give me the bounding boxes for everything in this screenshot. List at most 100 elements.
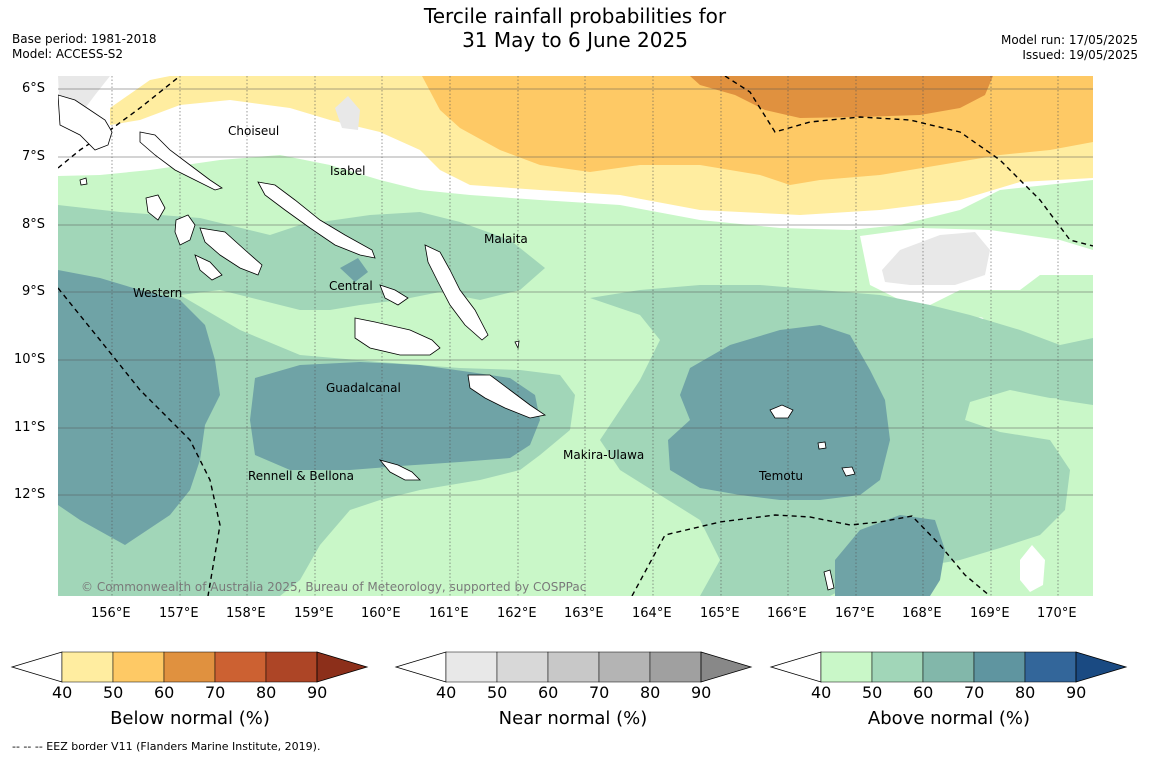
colorbar-extend-high [316, 651, 369, 683]
lon-label-167e: 167°E [835, 606, 875, 621]
label-central: Central [329, 279, 373, 293]
label-temotu: Temotu [758, 469, 803, 483]
colorbar-label-below-normal: Below normal (%) [110, 708, 270, 729]
colorbar-tick-label: 50 [862, 683, 883, 702]
colorbar-tick-label: 70 [964, 683, 985, 702]
colorbar-tick-label: 40 [52, 683, 73, 702]
colorbar-extend-low [10, 651, 63, 683]
lat-label-7s: 7°S [22, 149, 46, 164]
colorbar-tick-label: 80 [1015, 683, 1036, 702]
small-island-5 [514, 340, 520, 350]
colorbar-tick-label: 90 [691, 683, 712, 702]
colorbar-tick-label: 60 [913, 683, 934, 702]
near-normal-patch-2 [882, 232, 990, 285]
colorbars [10, 651, 1128, 683]
eez-footnote: -- -- -- EEZ border V11 (Flanders Marine… [12, 740, 321, 753]
lon-label-157e: 157°E [159, 606, 199, 621]
lat-label-6s: 6°S [22, 81, 46, 96]
choiseul-island [139, 131, 223, 191]
label-rennell-bellona: Rennell & Bellona [248, 469, 354, 483]
label-guadalcanal: Guadalcanal [326, 381, 401, 395]
colorbar-segment [445, 651, 498, 683]
lon-label-166e: 166°E [767, 606, 807, 621]
lon-label-160e: 160°E [361, 606, 401, 621]
colorbar-tick-label: 80 [256, 683, 277, 702]
colorbar-tick-label: 90 [1066, 683, 1087, 702]
lon-label-170e: 170°E [1037, 606, 1077, 621]
near-normal-patch-1 [335, 96, 360, 130]
santa-cruz-island [769, 404, 794, 419]
lat-label-11s: 11°S [14, 420, 46, 435]
lat-label-12s: 12°S [14, 487, 46, 502]
lat-label-10s: 10°S [14, 352, 46, 367]
lon-label-163e: 163°E [564, 606, 604, 621]
colorbar-segment [598, 651, 651, 683]
small-island-1 [817, 441, 827, 450]
colorbar-label-above-normal: Above normal (%) [867, 708, 1031, 729]
colorbar-tick-label: 60 [154, 683, 175, 702]
colorbar-near-normal [394, 651, 753, 683]
colorbar-label-near-normal: Near normal (%) [498, 708, 648, 729]
colorbar-above-normal [769, 651, 1128, 683]
lon-label-164e: 164°E [632, 606, 672, 621]
nggela-islands [379, 284, 409, 306]
colorbar-tick-label: 60 [538, 683, 559, 702]
colorbar-segment [973, 651, 1026, 683]
colorbar-segment [820, 651, 873, 683]
above-normal-40-50-patch [320, 186, 372, 202]
new-georgia-group [199, 227, 263, 276]
colorbar-extend-low [769, 651, 822, 683]
lon-label-162e: 162°E [497, 606, 537, 621]
label-makira-ulawa: Makira-Ulawa [563, 448, 644, 462]
lon-label-168e: 168°E [902, 606, 942, 621]
model-name: Model: ACCESS-S2 [12, 47, 124, 61]
map-title-line2: 31 May to 6 June 2025 [462, 28, 688, 52]
island-coastlines [58, 94, 856, 591]
below-normal-60-70-region [690, 76, 993, 118]
model-run-date: Model run: 17/05/2025 [1000, 33, 1138, 47]
above-normal-60-70-region-se [835, 515, 945, 596]
colorbar-extend-high [1075, 651, 1128, 683]
label-isabel: Isabel [330, 164, 365, 178]
colorbar-segment [922, 651, 975, 683]
lon-label-165e: 165°E [700, 606, 740, 621]
map-title-line1: Tercile rainfall probabilities for [423, 4, 727, 28]
small-island-4 [79, 177, 88, 186]
above-normal-60-70-region-central [250, 362, 540, 470]
rennell-island [378, 459, 421, 481]
guadalcanal-island [354, 317, 441, 356]
makira-island [467, 374, 547, 419]
colorbar-tick-label: 50 [487, 683, 508, 702]
lon-label-156e: 156°E [91, 606, 131, 621]
label-western: Western [133, 286, 182, 300]
isabel-island [257, 181, 376, 259]
colorbar-tick-label: 40 [811, 683, 832, 702]
malaita-island [424, 244, 489, 341]
bougainville-island [58, 94, 113, 151]
base-period: Base period: 1981-2018 [12, 32, 157, 46]
above-normal-60-70-patch-central [340, 258, 368, 282]
colorbar-segment [649, 651, 702, 683]
issued-date: Issued: 19/05/2025 [1022, 48, 1138, 62]
colorbar-below-normal [10, 651, 369, 683]
lon-label-158e: 158°E [226, 606, 266, 621]
colorbar-tick-label: 90 [307, 683, 328, 702]
colorbar-segment [214, 651, 267, 683]
colorbar-segment [265, 651, 318, 683]
lat-label-8s: 8°S [22, 217, 46, 232]
lon-label-159e: 159°E [294, 606, 334, 621]
latitude-lines [58, 88, 1093, 496]
colorbar-segment [871, 651, 924, 683]
colorbar-tick-label: 50 [103, 683, 124, 702]
near-normal-patch-4 [1020, 545, 1045, 592]
colorbar-tick-label: 40 [436, 683, 457, 702]
colorbar-segment [496, 651, 549, 683]
new-georgia-islands [174, 214, 196, 246]
copyright-notice: © Commonwealth of Australia 2025, Bureau… [81, 580, 586, 594]
rainfall-map: Choiseul Isabel Malaita Western Central … [58, 76, 1093, 596]
lat-label-9s: 9°S [22, 284, 46, 299]
colorbar-segment [1024, 651, 1077, 683]
colorbar-extend-high [700, 651, 753, 683]
colorbar-segment [163, 651, 216, 683]
label-choiseul: Choiseul [228, 124, 279, 138]
